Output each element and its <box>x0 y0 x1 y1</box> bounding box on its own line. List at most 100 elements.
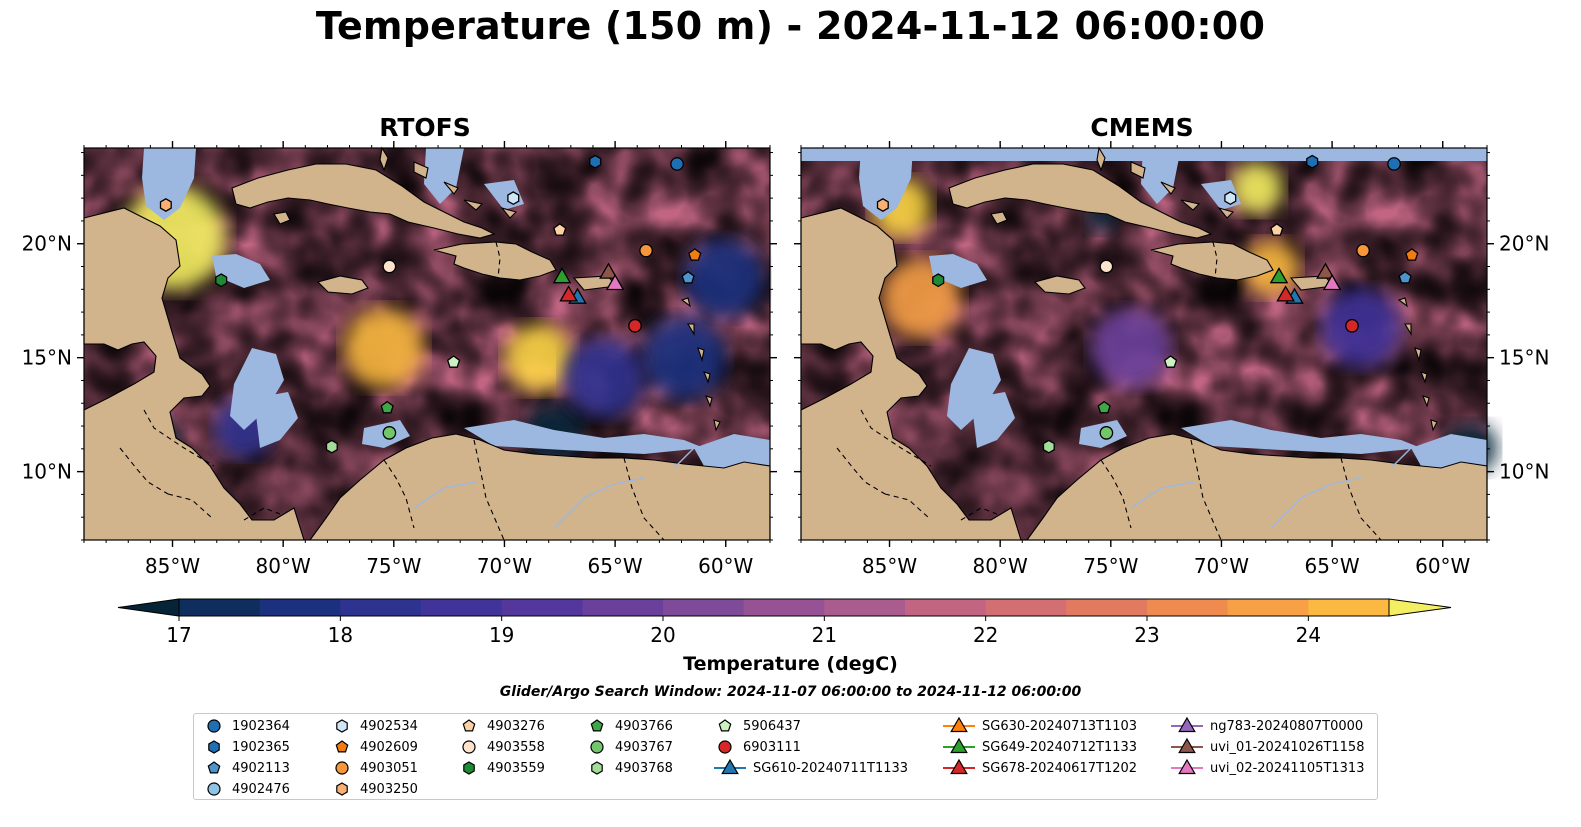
legend-item: SG630-20240713T1103 <box>942 716 1137 736</box>
marker-SG678-20240617T1202 <box>559 285 579 302</box>
legend-swatch <box>1171 758 1203 775</box>
legend-item: 4902113 <box>202 758 290 778</box>
legend-swatch <box>462 719 476 732</box>
marker-4903051 <box>1356 243 1370 258</box>
colorbar-bin <box>663 599 745 616</box>
colorbar-tick-label: 18 <box>328 623 353 647</box>
legend-item: 6903111 <box>713 737 801 757</box>
colorbar-bin <box>985 599 1067 616</box>
legend-item: 4903766 <box>585 716 673 736</box>
colorbar-tick-label: 17 <box>166 623 191 647</box>
legend-swatch <box>335 761 349 775</box>
legend-swatch <box>943 716 975 733</box>
marker-uvi_01-20241026T1158 <box>599 262 618 279</box>
legend-swatch <box>590 719 604 732</box>
legend-item: 4902534 <box>330 716 418 736</box>
marker-4903276 <box>553 222 567 236</box>
search-window-text: Glider/Argo Search Window: 2024-11-07 06… <box>499 684 1082 700</box>
marker-4902609 <box>1405 248 1419 261</box>
colorbar-bin <box>501 599 583 616</box>
legend-item: SG610-20240711T1133 <box>713 758 908 778</box>
legend-swatch <box>208 740 220 754</box>
marker-1902364 <box>1387 157 1401 171</box>
marker-uvi_02-20241105T1313 <box>605 273 625 291</box>
marker-uvi_01-20241026T1158 <box>1316 262 1335 279</box>
legend-label: 4902534 <box>360 718 418 734</box>
temperature-anomaly <box>505 324 573 392</box>
marker-4903767 <box>1099 426 1114 440</box>
legend-swatch <box>943 737 975 754</box>
colorbar-bin <box>743 599 825 616</box>
marker-4903766 <box>380 400 394 414</box>
colorbar-bin <box>1227 599 1309 616</box>
legend-swatch <box>591 761 603 775</box>
legend-swatch <box>718 719 732 732</box>
legend-item: 4902609 <box>330 737 418 757</box>
marker-5906437 <box>1163 355 1178 368</box>
colorbar-bin <box>1308 599 1390 616</box>
colorbar: 17 18 19 20 21 22 23 24 <box>117 598 1452 647</box>
lon-tick-label: 60°W <box>698 554 753 578</box>
lat-tick-label: 20°N <box>22 232 72 256</box>
legend-label: 4902476 <box>232 781 290 797</box>
lon-tick-label: 70°W <box>477 554 532 578</box>
marker-4902113 <box>1398 270 1412 284</box>
legend-label: SG678-20240617T1202 <box>982 760 1138 776</box>
legend-label: 4903768 <box>615 760 673 776</box>
legend-label: ng783-20240807T0000 <box>1210 718 1364 734</box>
legend-item: SG678-20240617T1202 <box>942 758 1137 778</box>
legend-swatch <box>462 740 476 754</box>
legend-item: 4903768 <box>585 758 673 778</box>
legend-item: 4903051 <box>330 758 418 778</box>
marker-4903250 <box>159 198 172 212</box>
legend-label: 4902609 <box>360 739 418 755</box>
lon-tick-label: 65°W <box>587 554 642 578</box>
temperature-anomaly <box>642 316 726 400</box>
legend-item: uvi_01-20241026T1158 <box>1170 737 1364 757</box>
marker-SG649-20240712T1133 <box>1269 267 1289 284</box>
legend-label: SG610-20240711T1133 <box>753 760 909 776</box>
marker-4902609 <box>688 248 702 261</box>
legend-label: 4903767 <box>615 739 673 755</box>
marker-4903766 <box>1097 400 1111 414</box>
colorbar-bin <box>340 599 422 616</box>
legend-swatch <box>718 740 732 754</box>
colorbar-tick-label: 23 <box>1134 623 1159 647</box>
marker-4903558 <box>1099 259 1114 274</box>
legend-item: 4903558 <box>457 737 545 757</box>
legend-item: 4903276 <box>457 716 545 736</box>
marker-5906437 <box>446 355 461 368</box>
legend-item: 5906437 <box>713 716 801 736</box>
legend-item: 1902365 <box>202 737 290 757</box>
legend-item: SG649-20240712T1133 <box>942 737 1137 757</box>
legend-label: SG630-20240713T1103 <box>982 718 1138 734</box>
figure-title: Temperature (150 m) - 2024-11-12 06:00:0… <box>315 4 1266 48</box>
legend-label: 4903766 <box>615 718 673 734</box>
legend-swatch <box>943 758 975 775</box>
marker-SG649-20240712T1133 <box>552 267 572 284</box>
colorbar-label: Temperature (degC) <box>683 653 898 675</box>
temperature-anomaly <box>684 238 764 318</box>
marker-SG678-20240617T1202 <box>1276 285 1296 302</box>
temperature-anomaly <box>1231 162 1283 214</box>
legend-swatch <box>207 761 221 774</box>
marker-6903111 <box>1345 318 1359 333</box>
temperature-anomaly <box>1321 288 1401 368</box>
legend-swatch <box>1171 737 1203 754</box>
marker-1902365 <box>589 154 602 169</box>
marker-4903768 <box>1042 439 1055 454</box>
legend-label: 4903559 <box>487 760 545 776</box>
legend-item: 4902476 <box>202 779 290 799</box>
legend-swatch <box>1171 716 1203 733</box>
legend-swatch <box>335 740 349 753</box>
marker-4902113 <box>681 270 695 284</box>
legend-label: 4903250 <box>360 781 418 797</box>
colorbar-tick-label: 19 <box>489 623 514 647</box>
legend-swatch <box>207 719 221 733</box>
marker-1902365 <box>1306 154 1319 169</box>
lat-tick-label: 15°N <box>22 346 72 370</box>
legend-swatch <box>336 782 348 796</box>
lon-tick-label: 80°W <box>973 554 1028 578</box>
lat-tick-label: 15°N <box>1499 346 1549 370</box>
colorbar-bin <box>259 599 341 616</box>
